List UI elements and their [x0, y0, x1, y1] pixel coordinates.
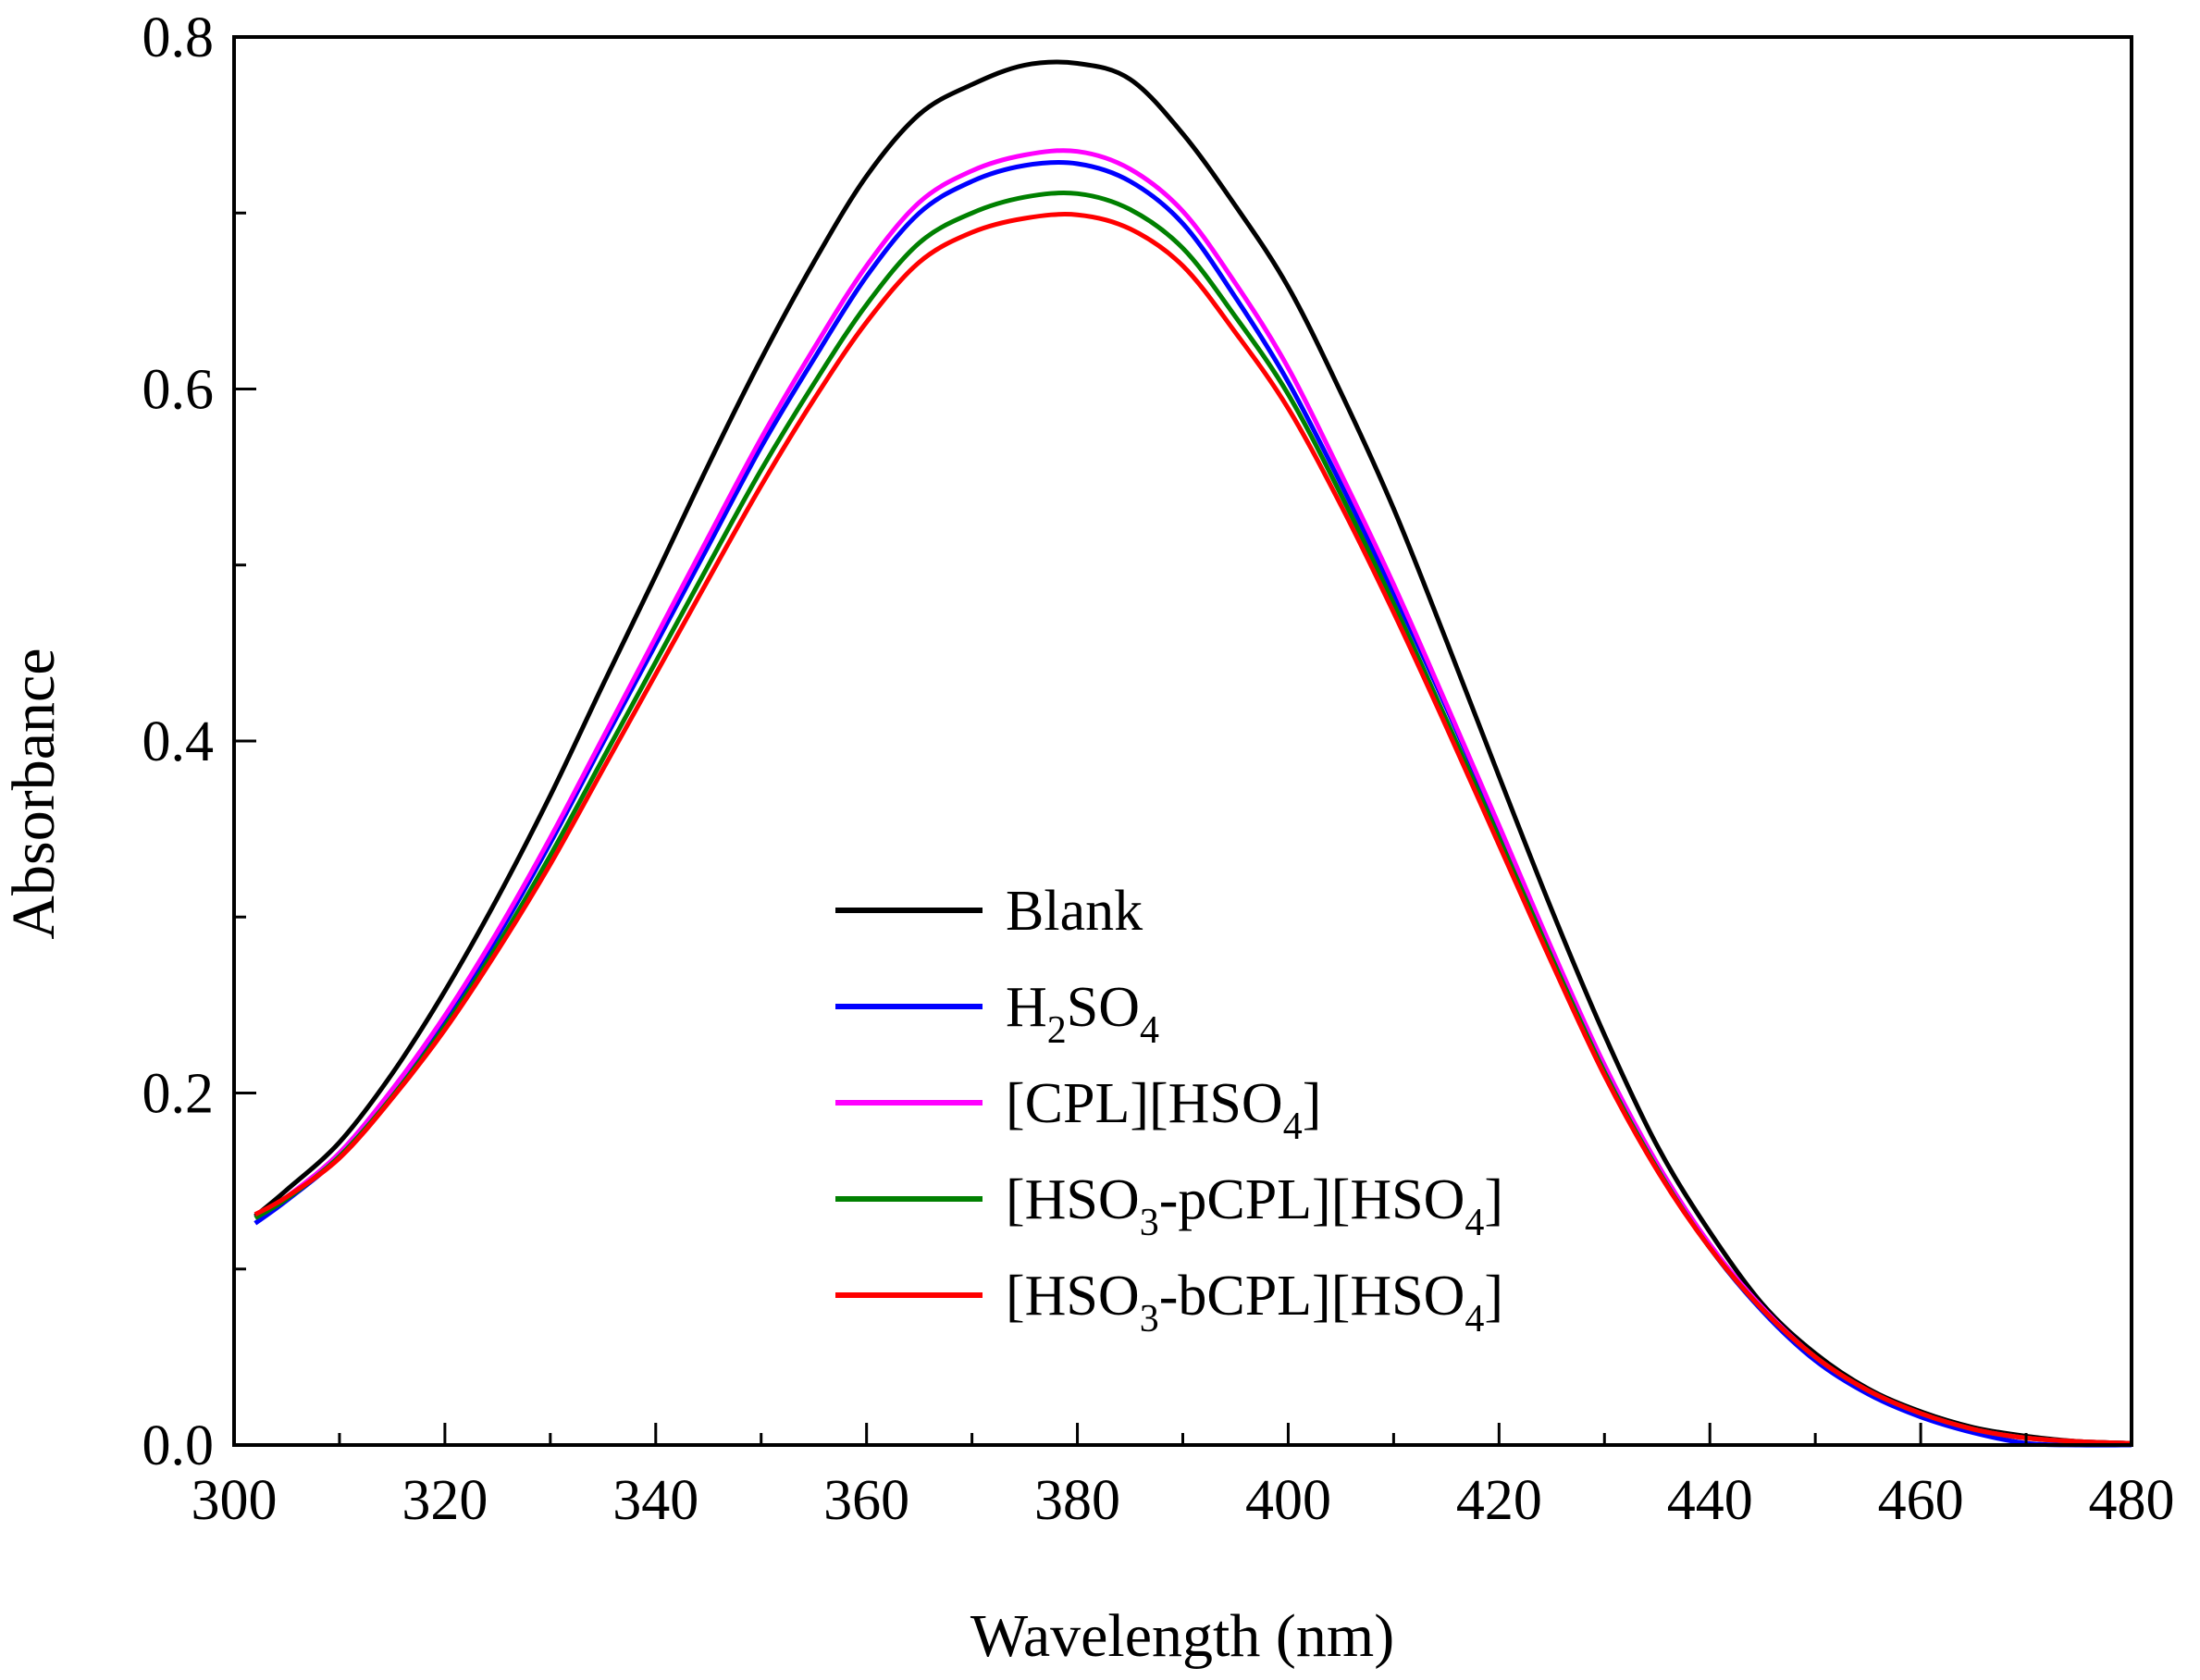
legend-label-2: [CPL][HSO4]	[1006, 1072, 1321, 1148]
y-tick-label: 0.6	[142, 359, 215, 422]
plot-frame	[232, 35, 2133, 1447]
x-tick-label: 340	[612, 1469, 698, 1532]
x-tick-label: 480	[2089, 1469, 2175, 1532]
legend: Blank H2SO4 [CPL][HSO4] [HSO3-pCPL][HSO4] [H…	[835, 880, 1503, 1340]
x-tick-label: 460	[1878, 1469, 1964, 1532]
series-line-0	[253, 59, 2132, 1446]
x-tick-label: 360	[823, 1469, 909, 1532]
x-tick-label: 380	[1034, 1469, 1120, 1532]
tick-label-layer: 300 320 340 360 380 400 420 440 460 480 0.0 0.2 0.4 0…	[142, 6, 2175, 1532]
y-tick-label: 0.8	[142, 6, 215, 69]
x-tick-label: 440	[1667, 1469, 1753, 1532]
legend-label-4: [HSO3-bCPL][HSO4]	[1006, 1265, 1503, 1340]
series-layer	[253, 59, 2132, 1448]
legend-label-1: H2SO4	[1006, 976, 1159, 1052]
y-tick-label: 0.0	[142, 1414, 215, 1477]
x-axis-title: Wavelength (nm)	[970, 1602, 1394, 1670]
x-tick-label: 420	[1456, 1469, 1542, 1532]
legend-label-3: [HSO3-pCPL][HSO4]	[1006, 1168, 1503, 1244]
x-tick-label: 300	[192, 1469, 278, 1532]
series-line-4	[253, 212, 2132, 1446]
legend-label-0: Blank	[1006, 880, 1143, 943]
y-tick-label: 0.4	[142, 710, 215, 773]
y-tick-label: 0.2	[142, 1063, 215, 1126]
x-tick-label: 400	[1245, 1469, 1331, 1532]
y-axis-title: Absorbance	[0, 648, 68, 939]
x-tick-label: 320	[402, 1469, 488, 1532]
